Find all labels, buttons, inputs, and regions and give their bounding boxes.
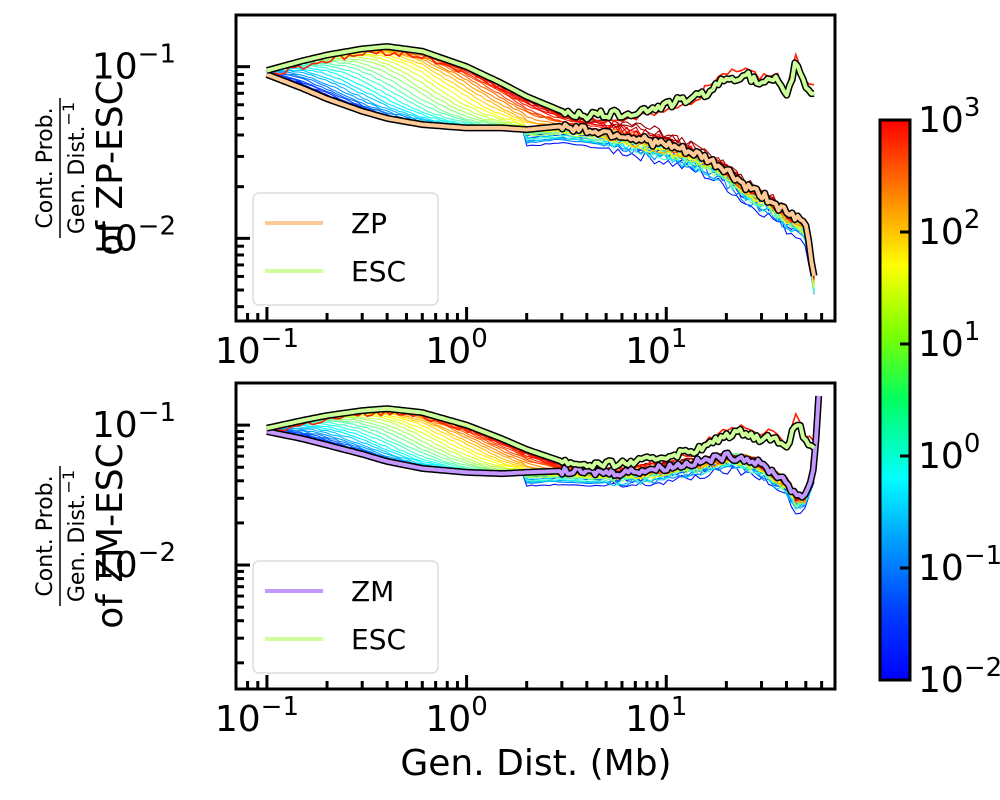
series-line-esc [266,44,815,122]
series-line-zm [266,395,821,500]
legend-label: ESC [351,255,406,288]
axes-frame-top [234,13,837,323]
x-tick-label: 100 [425,324,487,372]
x-axis-label: Gen. Dist. (Mb) [400,743,671,784]
y-label-numerator: Cont. Prob. [33,475,58,596]
plot-area-bottom [266,395,823,515]
series-line-zp [266,72,817,277]
panel-zm-esc: 10−1 100 101 10−1 10−2 Cont. Prob. Gen. Dist.… [33,381,837,740]
legend-box [252,192,439,306]
panel-zp-esc: 10−1 100 101 10−1 10−2 Cont. Prob. Gen. Dist.… [33,13,837,372]
x-tick-label: 101 [625,324,687,372]
colorbar-tick-label: 102 [918,205,980,253]
series-line-esc [266,406,816,470]
colorbar-tick-label: 101 [918,317,980,365]
y-tick-label: 10−1 [92,40,176,88]
axes-frame-bottom [234,381,837,691]
y-axis-label-bottom: Cont. Prob. Gen. Dist.−1 of ZM-ESC [33,443,131,629]
plot-area-top [265,43,818,295]
legend-box [252,560,439,674]
y-label-denominator: Gen. Dist.−1 [59,102,90,234]
curve-intermediate [266,417,815,507]
colorbar-ticks: 103 102 101 100 10−1 10−2 [900,93,1000,701]
curve-red [266,49,815,125]
curve-red [266,410,815,473]
ticks-bottom: 10−1 100 101 10−1 10−2 [92,381,837,740]
curve-intermediate [266,424,815,507]
curve-intermediate [266,59,815,287]
colorbar-tick-label: 100 [918,429,980,477]
colorbar-gradient [878,118,912,682]
legend-label: ZM [351,575,394,608]
y-tick-label: 10−1 [92,398,176,446]
y-tick-label: 10−2 [92,211,176,259]
legend-label: ZP [351,207,387,240]
x-tick-label: 10−1 [215,324,299,372]
y-label-suffix: of ZP-ESC [90,80,131,255]
ticks-top: 10−1 100 101 10−1 10−2 [92,13,837,372]
colorbar-tick-label: 103 [918,93,980,141]
legend-top: ZP ESC [252,192,439,306]
colorbar-tick-label: 10−2 [918,653,1000,701]
colorbar-tick-label: 10−1 [918,541,1000,589]
legend-label: ESC [351,623,406,656]
y-axis-label-top: Cont. Prob. Gen. Dist.−1 of ZP-ESC [33,80,131,255]
curve-intermediate [266,421,815,511]
x-tick-label: 10−1 [215,692,299,740]
y-label-numerator: Cont. Prob. [33,107,58,228]
x-tick-label: 101 [625,692,687,740]
legend-bottom: ZM ESC [252,560,439,674]
x-tick-label: 100 [425,692,487,740]
colorbar: 103 102 101 100 10−1 10−2 [878,93,1000,701]
y-label-denominator: Gen. Dist.−1 [59,470,90,602]
y-tick-label: 10−2 [92,538,176,586]
y-label-suffix: of ZM-ESC [90,443,131,629]
